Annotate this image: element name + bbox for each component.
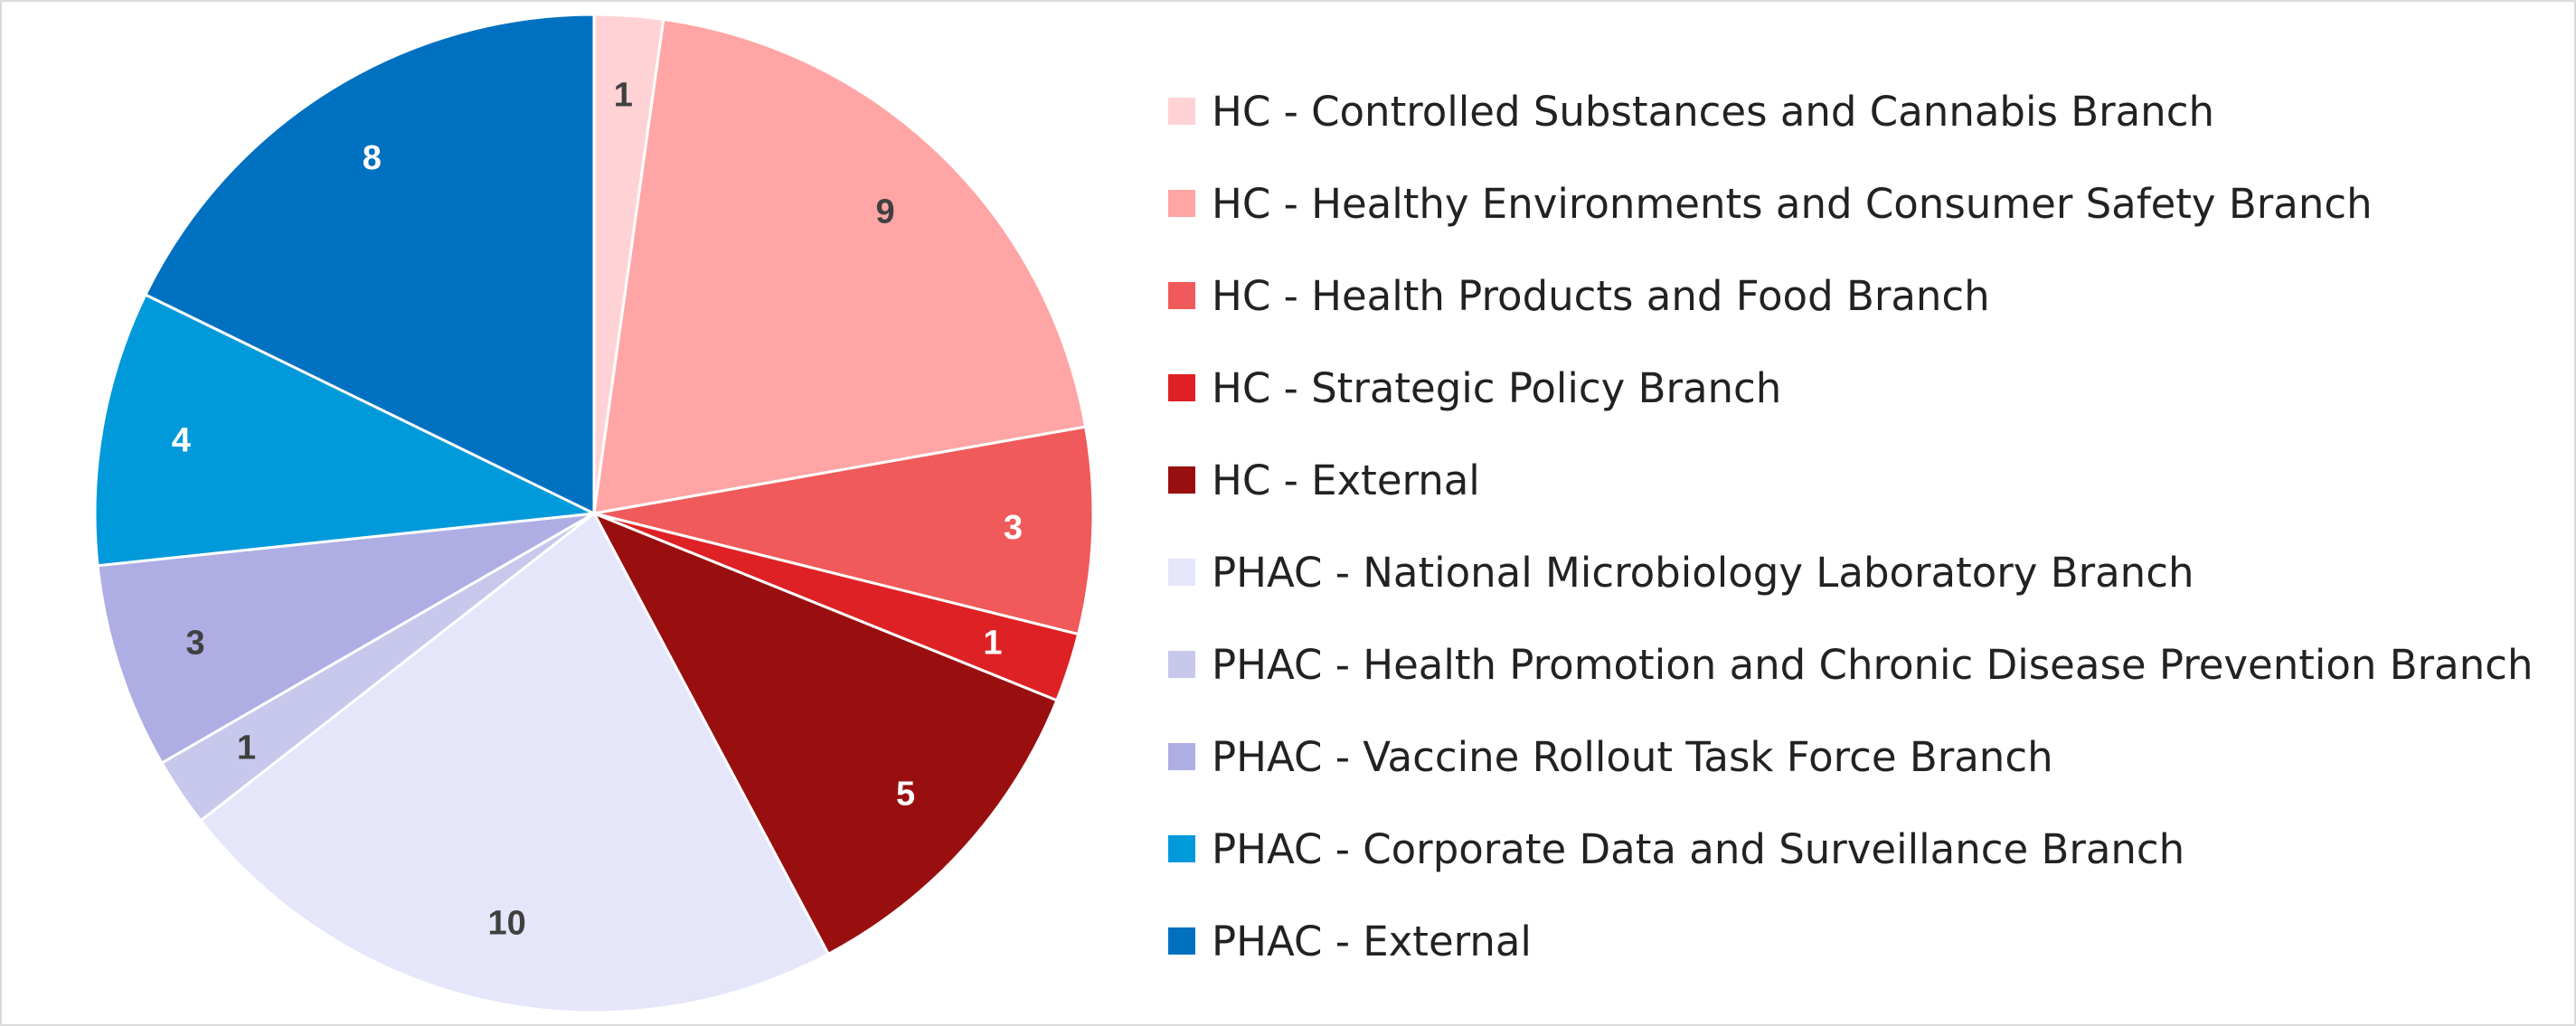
legend-item-2: HC - Healthy Environments and Consumer S… [1168,157,2534,249]
legend-label: PHAC - Health Promotion and Chronic Dise… [1212,640,2534,689]
legend-item-6: PHAC - National Microbiology Laboratory … [1168,526,2534,618]
legend-label: HC - Strategic Policy Branch [1212,363,1782,412]
data-label-4: 1 [983,624,1002,662]
legend-swatch [1168,651,1195,678]
legend-item-1: HC - Controlled Substances and Cannabis … [1168,65,2534,157]
legend-label: HC - Health Products and Food Branch [1212,271,1990,320]
legend-swatch [1168,190,1195,217]
legend-swatch [1168,374,1195,401]
pie-chart: 1 9 3 1 5 10 1 3 4 8 [93,13,1095,1014]
legend-item-4: HC - Strategic Policy Branch [1168,342,2534,434]
legend-label: HC - Healthy Environments and Consumer S… [1212,179,2373,228]
legend-item-9: PHAC - Corporate Data and Surveillance B… [1168,803,2534,895]
pie-slice-2 [592,17,1088,515]
legend-item-10: PHAC - External [1168,895,2534,987]
pie-slice-10 [143,13,596,516]
legend-label: PHAC - External [1212,917,1532,965]
data-label-1: 1 [614,76,633,114]
data-label-5: 5 [896,775,915,813]
legend-item-8: PHAC - Vaccine Rollout Task Force Branch [1168,711,2534,803]
data-label-8: 3 [185,624,204,662]
legend-label: HC - External [1212,456,1480,504]
legend-label: PHAC - Corporate Data and Surveillance B… [1212,824,2185,873]
pie-slice-3 [593,425,1095,636]
data-label-7: 1 [237,729,256,767]
pie-slice-8 [96,512,595,766]
legend-item-3: HC - Health Products and Food Branch [1168,249,2534,342]
pie-slice-5 [590,511,1059,956]
legend-swatch [1168,282,1195,309]
legend-swatch [1168,466,1195,494]
data-label-6: 10 [487,905,525,943]
data-label-10: 8 [363,139,382,177]
data-label-9: 4 [172,421,191,459]
legend: HC - Controlled Substances and Cannabis … [1168,65,2534,987]
pie-slice-6 [198,511,831,1014]
legend-swatch [1168,927,1195,955]
legend-swatch [1168,835,1195,862]
data-label-3: 3 [1004,509,1023,547]
legend-label: PHAC - National Microbiology Laboratory … [1212,548,2194,597]
pie-slice-9 [93,293,599,568]
legend-item-7: PHAC - Health Promotion and Chronic Dise… [1168,618,2534,711]
legend-swatch [1168,743,1195,770]
legend-item-5: HC - External [1168,434,2534,526]
data-label-2: 9 [876,193,895,231]
legend-label: PHAC - Vaccine Rollout Task Force Branch [1212,732,2053,781]
legend-swatch [1168,559,1195,586]
legend-swatch [1168,98,1195,125]
legend-label: HC - Controlled Substances and Cannabis … [1212,87,2214,136]
